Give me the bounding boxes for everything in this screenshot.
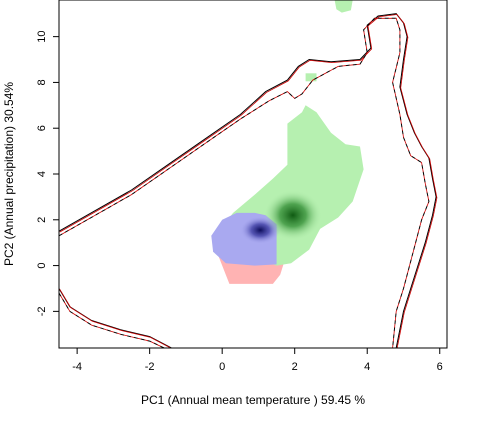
envelope-lines <box>59 13 438 348</box>
y-tick-label: 10 <box>36 31 48 43</box>
envelope-bottom-left-dashed-red <box>59 292 165 348</box>
plot-area <box>58 0 448 349</box>
envelope-inner-dashed-red <box>59 17 430 348</box>
envelope-outer-solid-red-shadow <box>59 14 438 348</box>
region-green-top-patch <box>334 0 353 13</box>
x-tick-label: 2 <box>292 361 298 373</box>
x-tick-label: 4 <box>364 361 370 373</box>
envelope-outer-solid <box>59 13 437 348</box>
y-tick-label: 2 <box>36 217 48 223</box>
x-tick-label: 6 <box>437 361 443 373</box>
y-axis: -2 0 2 4 6 8 10 <box>36 31 59 316</box>
region-green-patch <box>305 73 317 82</box>
x-axis-label: PC1 (Annual mean temperature ) 59.45 % <box>141 393 365 407</box>
region-pink <box>218 256 284 284</box>
density-cores <box>240 190 322 244</box>
y-axis-label: PC2 (Annual precipitation) 30.54% <box>2 82 16 266</box>
y-tick-label: 0 <box>36 263 48 269</box>
y-tick-label: 8 <box>36 79 48 85</box>
y-tick-label: 4 <box>36 171 48 177</box>
y-tick-label: -2 <box>36 306 48 316</box>
x-tick-label: 0 <box>219 361 225 373</box>
envelope-bottom-left-solid-red-shadow <box>59 289 172 348</box>
x-tick-label: -4 <box>72 361 82 373</box>
plot-background <box>59 0 447 348</box>
blue-core <box>240 216 281 244</box>
x-tick-label: -2 <box>145 361 155 373</box>
y-tick-label: 6 <box>36 125 48 131</box>
x-axis: -4 -2 0 2 4 6 <box>72 348 443 373</box>
